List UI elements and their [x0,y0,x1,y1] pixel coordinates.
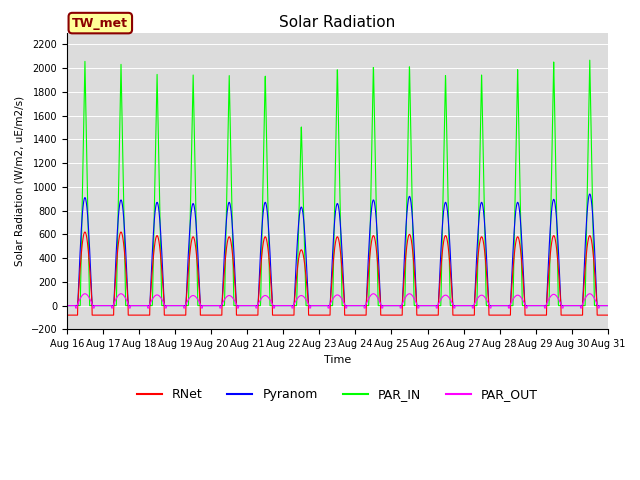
PAR_IN [63,303,71,309]
Line: PAR_IN: PAR_IN [67,60,608,306]
Legend: RNet, Pyranom, PAR_IN, PAR_OUT: RNet, Pyranom, PAR_IN, PAR_OUT [132,383,543,406]
Pyranom [271,303,278,309]
PAR_IN [294,258,301,264]
Pyranom [535,303,543,309]
PAR_OUT [294,295,302,300]
Pyranom [294,232,301,238]
Pyranom [586,191,594,197]
Pyranom [125,303,132,309]
Pyranom [604,303,612,309]
PAR_OUT [536,303,543,309]
RNet [294,261,302,267]
Line: RNet: RNet [67,232,608,315]
RNet [593,312,601,318]
Pyranom [63,303,71,309]
PAR_IN [157,251,164,256]
PAR_OUT [157,295,165,301]
PAR_OUT [81,291,89,297]
Text: TW_met: TW_met [72,17,128,30]
RNet [63,312,71,318]
PAR_IN [604,303,612,309]
PAR_OUT [72,305,79,311]
Pyranom [593,303,601,309]
PAR_OUT [271,303,278,309]
RNet [81,229,89,235]
PAR_OUT [125,305,132,311]
PAR_OUT [63,303,71,309]
PAR_IN [586,57,594,63]
Pyranom [157,230,164,236]
RNet [125,312,132,318]
RNet [535,312,543,318]
Y-axis label: Solar Radiation (W/m2, uE/m2/s): Solar Radiation (W/m2, uE/m2/s) [15,96,25,266]
PAR_IN [593,303,601,309]
RNet [271,312,278,318]
RNet [604,312,612,318]
PAR_IN [125,303,132,309]
Title: Solar Radiation: Solar Radiation [279,15,396,30]
Line: Pyranom: Pyranom [67,194,608,306]
PAR_IN [535,303,543,309]
PAR_OUT [594,302,602,308]
Line: PAR_OUT: PAR_OUT [67,294,608,308]
PAR_OUT [604,303,612,309]
PAR_IN [271,303,278,309]
RNet [157,255,164,261]
X-axis label: Time: Time [324,355,351,365]
